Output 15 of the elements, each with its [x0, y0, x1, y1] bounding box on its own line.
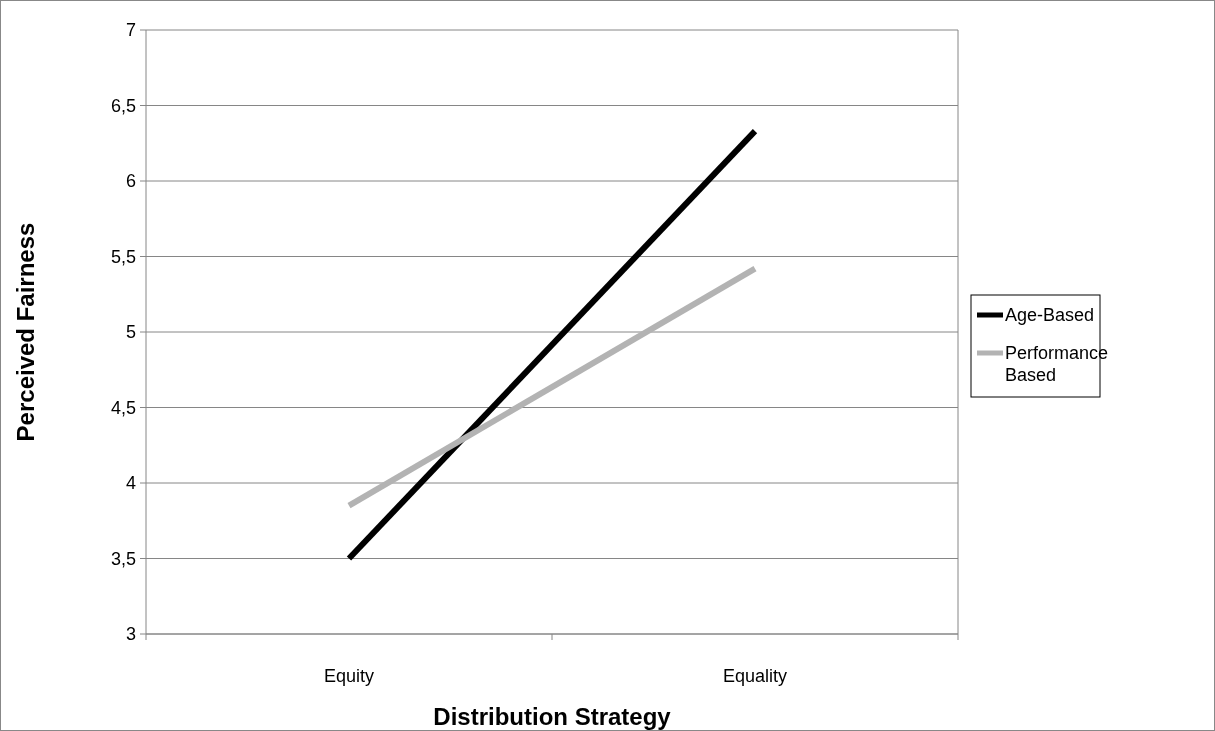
- y-tick-label: 3: [125, 624, 136, 645]
- legend-label: Performance Based: [1005, 343, 1109, 386]
- y-axis-title: Perceived Fairness: [12, 222, 39, 442]
- legend-label: Age-Based: [1005, 305, 1095, 326]
- y-tick-label: 5: [125, 322, 136, 343]
- y-tick-label: 3,5: [110, 548, 136, 569]
- x-tick-label: Equity: [323, 666, 375, 686]
- x-axis-title: Distribution Strategy: [433, 703, 672, 730]
- y-tick-label: 7: [125, 20, 136, 41]
- y-tick-label: 5,5: [110, 246, 136, 267]
- x-tick-label: Equality: [722, 666, 788, 686]
- y-tick-label: 6: [125, 171, 136, 192]
- y-tick-label: 4,5: [110, 397, 136, 418]
- y-tick-label: 4: [125, 473, 136, 494]
- y-tick-label: 6,5: [110, 95, 136, 116]
